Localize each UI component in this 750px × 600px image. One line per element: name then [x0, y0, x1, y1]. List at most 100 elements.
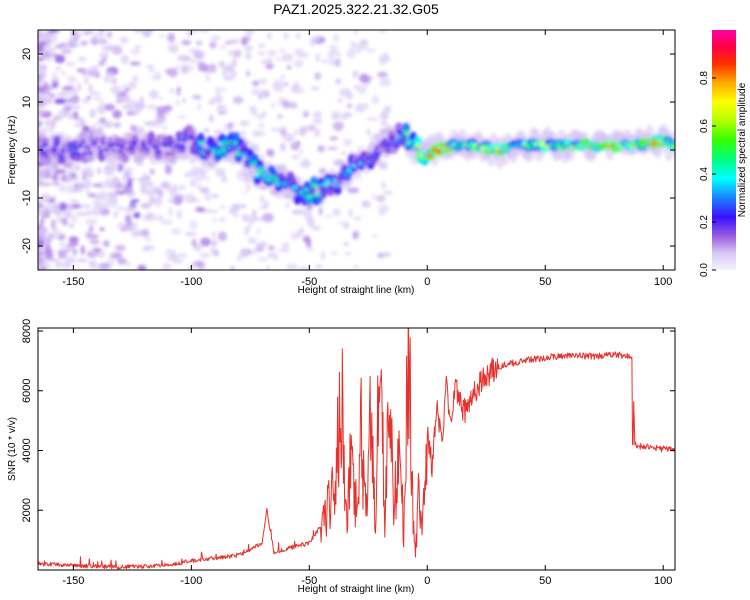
spectrogram-noise-blob	[257, 256, 268, 262]
colorbar-label: Normalized spectral amplitude	[737, 82, 748, 217]
spectrogram-noise-blob	[329, 136, 339, 141]
spectrogram-noise-blob	[189, 220, 198, 230]
spectrogram-noise-blob	[84, 231, 94, 240]
spectrogram-noise-blob	[229, 68, 237, 79]
spectrogram-noise-blob	[54, 98, 66, 105]
spectrogram-noise-blob	[221, 68, 229, 77]
spectrogram-noise-blob	[214, 167, 226, 177]
spectrogram-noise-blob	[383, 105, 392, 113]
spectrogram-noise-blob	[67, 167, 74, 173]
spectrogram-ridge-core	[308, 188, 315, 193]
spectrogram-noise-blob	[140, 186, 147, 194]
spectrogram-noise-blob	[371, 94, 380, 105]
spectrogram-noise-blob	[358, 73, 370, 83]
spectrogram-noise-blob	[129, 199, 140, 203]
spectrogram-noise-blob	[92, 183, 102, 187]
spectrogram-noise-blob	[353, 30, 359, 35]
spectrogram-noise-blob	[267, 245, 275, 251]
spectrogram-noise-blob	[60, 90, 72, 97]
spectrogram-noise-blob	[71, 214, 78, 223]
spectrogram-ridge-core	[51, 148, 58, 153]
spectrogram-ridge-core	[306, 194, 313, 199]
spectrogram-noise-blob	[109, 252, 121, 260]
spectrogram-noise-blob	[38, 35, 46, 39]
spectrogram-noise-blob	[285, 263, 298, 270]
spectrogram-noise-blob	[66, 75, 77, 84]
spectrogram-noise-blob	[208, 209, 219, 214]
spectrogram-noise-blob	[115, 97, 123, 104]
spectrogram-noise-blob	[215, 86, 221, 96]
spectrogram-noise-blob	[259, 194, 265, 204]
spectrogram-noise-blob	[229, 265, 235, 270]
spectrogram-noise-blob	[315, 264, 324, 269]
spectrogram-noise-blob	[380, 252, 392, 258]
spectrogram-noise-blob	[198, 30, 210, 33]
spectrogram-noise-blob	[251, 80, 260, 87]
spectrogram-noise-blob	[99, 52, 110, 58]
spectrogram-noise-blob	[174, 65, 182, 70]
spectrogram-noise-blob	[120, 54, 129, 65]
spectrogram-noise-blob	[66, 174, 73, 184]
spectrogram-noise-blob	[44, 38, 51, 46]
snr-frame	[37, 327, 676, 571]
spectrogram-noise-blob	[164, 249, 174, 255]
spectrogram-noise-blob	[133, 212, 141, 219]
spectrogram-noise-blob	[76, 82, 82, 92]
spectrogram-noise-blob	[85, 96, 92, 100]
spectrogram-noise-blob	[272, 82, 284, 92]
spectrogram-noise-blob	[49, 126, 55, 133]
spectrogram-noise-blob	[257, 51, 267, 56]
spectrogram-noise-blob	[176, 115, 187, 119]
spectrogram-noise-blob	[233, 49, 242, 58]
spectrogram-noise-blob	[155, 116, 167, 124]
spectrogram-noise-blob	[131, 229, 143, 238]
spectrogram-noise-blob	[258, 122, 265, 129]
spectrogram-noise-blob	[44, 264, 53, 269]
spectrogram-noise-blob	[307, 217, 315, 228]
spectrogram-noise-blob	[90, 65, 99, 73]
spectrogram-noise-blob	[159, 34, 166, 38]
spectrogram-noise-blob	[280, 129, 287, 136]
spectrogram-noise-blob	[104, 103, 116, 111]
spectrogram-noise-blob	[331, 115, 341, 120]
spectrogram-xlabel: Height of straight line (km)	[298, 285, 415, 296]
spectrogram-noise-blob	[156, 106, 168, 113]
spectrogram-noise-blob	[380, 121, 388, 126]
spectrogram-noise-blob	[328, 44, 339, 51]
spectrogram-noise-blob	[170, 183, 179, 193]
spectrogram-noise-blob	[96, 120, 102, 126]
spectrogram-noise-blob	[123, 171, 132, 178]
spectrogram-noise-blob	[293, 129, 298, 136]
spectrogram-noise-blob	[281, 246, 290, 253]
spectrogram-noise-blob	[280, 74, 286, 80]
spectrogram-noise-blob	[52, 117, 57, 124]
spectrogram-noise-blob	[137, 264, 147, 270]
spectrogram-noise-blob	[143, 120, 156, 127]
spectrogram-noise-blob	[190, 179, 197, 187]
spectrogram-noise-blob	[94, 193, 101, 201]
spectrogram-ridge-core	[204, 150, 211, 155]
spectrogram-ridge-core	[672, 144, 675, 149]
spectrogram-noise-blob	[42, 248, 54, 255]
spectrogram-noise-blob	[243, 191, 248, 195]
spectrogram-xtick-label: -50	[301, 276, 317, 288]
spectrogram-noise-blob	[47, 233, 55, 241]
spectrogram-noise-blob	[266, 32, 273, 40]
spectrogram-noise-blob	[174, 99, 180, 106]
spectrogram-noise-blob	[353, 216, 363, 221]
spectrogram-noise-blob	[191, 166, 202, 175]
spectrogram-noise-blob	[182, 55, 191, 62]
spectrogram-noise-blob	[142, 30, 152, 38]
spectrogram-ridge-core	[77, 143, 84, 148]
spectrogram-noise-blob	[336, 52, 341, 58]
spectrogram-noise-blob	[54, 259, 62, 268]
spectrogram-noise-blob	[194, 206, 206, 213]
spectrogram-noise-blob	[334, 58, 341, 68]
spectrogram-noise-blob	[68, 236, 79, 244]
spectrogram-noise-blob	[142, 246, 149, 251]
spectrogram-noise-blob	[366, 117, 379, 121]
spectrogram-noise-blob	[378, 164, 389, 170]
spectrogram-noise-blob	[76, 68, 85, 73]
spectrogram-noise-blob	[292, 81, 300, 85]
spectrogram-noise-blob	[330, 251, 338, 256]
